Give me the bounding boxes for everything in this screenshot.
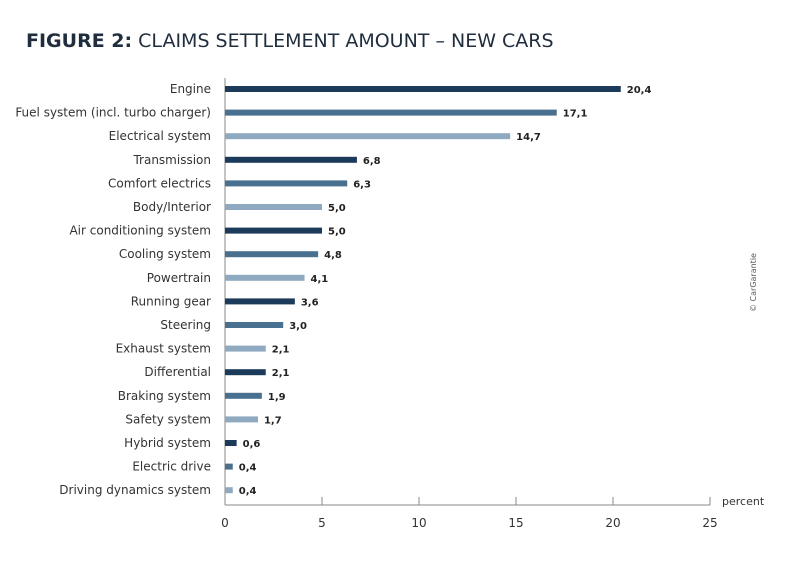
category-label-cooling-system: Cooling system bbox=[119, 247, 211, 261]
value-label-transmission: 6,8 bbox=[363, 156, 381, 167]
bar-electrical-system bbox=[225, 133, 511, 140]
category-label-electric-drive: Electric drive bbox=[132, 460, 211, 474]
x-tick-label: 5 bbox=[318, 516, 326, 530]
value-label-engine: 20,4 bbox=[627, 85, 652, 96]
bar-running-gear bbox=[225, 298, 295, 305]
value-label-braking-system: 1,9 bbox=[268, 392, 286, 403]
category-label-steering: Steering bbox=[160, 318, 211, 332]
bar-hybrid-system bbox=[225, 440, 237, 446]
bar-comfort-electrics bbox=[225, 180, 348, 187]
bars: Engine 20,4 Fuel system (incl. turbo charg… bbox=[15, 82, 651, 497]
value-label-driving-dynamics-system: 0,4 bbox=[239, 486, 257, 497]
chart-title: FIGURE 2: CLAIMS SETTLEMENT AMOUNT – NEW… bbox=[26, 30, 554, 52]
category-label-braking-system: Braking system bbox=[118, 389, 211, 403]
value-label-comfort-electrics: 6,3 bbox=[353, 179, 371, 190]
bar-cooling-system bbox=[225, 251, 319, 258]
copyright-credit: © CarGarantie bbox=[749, 253, 758, 312]
category-label-safety-system: Safety system bbox=[125, 412, 211, 426]
bar-body-interior bbox=[225, 204, 322, 210]
bar-steering bbox=[225, 322, 284, 328]
x-tick-label: 15 bbox=[508, 516, 523, 530]
category-label-air-conditioning-system: Air conditioning system bbox=[69, 224, 211, 238]
value-label-differential: 2,1 bbox=[272, 368, 290, 379]
value-label-exhaust-system: 2,1 bbox=[272, 345, 290, 356]
category-label-hybrid-system: Hybrid system bbox=[124, 436, 211, 450]
value-label-fuel-system-incl-turbo-charger: 17,1 bbox=[563, 109, 588, 120]
value-label-safety-system: 1,7 bbox=[264, 415, 282, 426]
category-label-body-interior: Body/Interior bbox=[133, 200, 211, 214]
bar-exhaust-system bbox=[225, 345, 266, 352]
value-label-running-gear: 3,6 bbox=[301, 297, 319, 308]
category-label-comfort-electrics: Comfort electrics bbox=[108, 176, 211, 190]
bar-safety-system bbox=[225, 416, 258, 423]
figure-number: FIGURE 2: bbox=[26, 30, 133, 52]
x-tick-label: 0 bbox=[221, 516, 229, 530]
x-tick-label: 10 bbox=[411, 516, 426, 530]
category-label-differential: Differential bbox=[144, 365, 211, 379]
category-label-fuel-system-incl-turbo-charger: Fuel system (incl. turbo charger) bbox=[15, 106, 211, 120]
bar-braking-system bbox=[225, 392, 262, 399]
category-label-electrical-system: Electrical system bbox=[109, 129, 211, 143]
axes bbox=[224, 78, 710, 506]
value-label-air-conditioning-system: 5,0 bbox=[328, 227, 346, 238]
category-label-powertrain: Powertrain bbox=[147, 271, 211, 285]
value-label-powertrain: 4,1 bbox=[311, 274, 329, 285]
value-label-electric-drive: 0,4 bbox=[239, 463, 257, 474]
bar-fuel-system-incl-turbo-charger bbox=[225, 109, 557, 116]
x-tick-label: 25 bbox=[702, 516, 717, 530]
bar-powertrain bbox=[225, 274, 305, 281]
bar-differential bbox=[225, 369, 266, 376]
category-label-driving-dynamics-system: Driving dynamics system bbox=[59, 483, 211, 497]
value-label-cooling-system: 4,8 bbox=[324, 250, 342, 261]
category-label-transmission: Transmission bbox=[132, 153, 211, 167]
value-label-steering: 3,0 bbox=[289, 321, 307, 332]
bar-engine bbox=[225, 86, 621, 92]
bar-air-conditioning-system bbox=[225, 227, 322, 234]
x-tick-label: 20 bbox=[605, 516, 620, 530]
category-label-engine: Engine bbox=[170, 82, 211, 96]
category-label-exhaust-system: Exhaust system bbox=[116, 342, 211, 356]
value-label-electrical-system: 14,7 bbox=[516, 132, 541, 143]
bar-driving-dynamics-system bbox=[225, 487, 233, 494]
value-label-hybrid-system: 0,6 bbox=[243, 439, 261, 450]
value-label-body-interior: 5,0 bbox=[328, 203, 346, 214]
title-text: CLAIMS SETTLEMENT AMOUNT – NEW CARS bbox=[132, 30, 554, 52]
x-axis-unit-label: percent bbox=[722, 495, 765, 508]
bar-transmission bbox=[225, 156, 357, 163]
category-label-running-gear: Running gear bbox=[131, 294, 211, 308]
bar-electric-drive bbox=[225, 463, 233, 470]
x-axis-ticks: 0 5 10 15 20 25 bbox=[221, 497, 718, 530]
